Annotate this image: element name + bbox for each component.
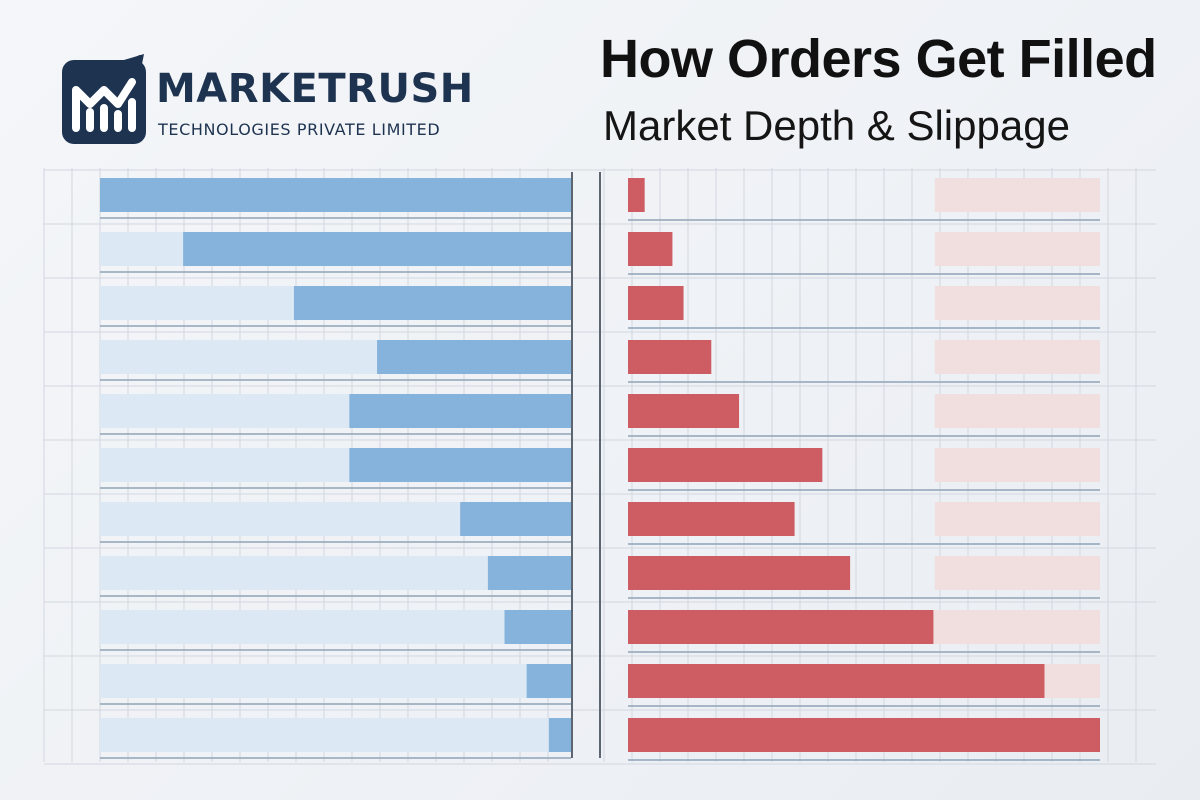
mr-monogram-rising-arrow-icon [62,54,146,144]
ask-track [934,340,1100,374]
bid-bar [548,718,571,752]
brand-block: MARKETRUSH TECHNOLOGIES PRIVATE LIMITED [62,52,522,148]
bid-bar [377,340,571,374]
bid-bar [349,394,571,428]
ask-bar [628,718,1100,752]
bid-side [100,178,571,759]
ask-bar [628,394,740,428]
ask-track [934,502,1100,536]
brand-name: MARKETRUSH [156,66,474,112]
bid-bar [487,556,571,590]
bid-bar [100,178,571,212]
ask-bar [628,340,712,374]
ask-bar [628,178,645,212]
bid-bar [504,610,571,644]
bid-bar [526,664,571,698]
page-title: How Orders Get Filled [600,29,1157,89]
ask-track [934,394,1100,428]
ask-side [628,178,1100,761]
ask-bar [628,664,1045,698]
bid-bar [293,286,571,320]
bid-bar [460,502,571,536]
ask-bar [628,232,673,266]
ask-bar [628,448,823,482]
ask-bar [628,502,795,536]
ask-bar [628,610,934,644]
bid-bar [183,232,571,266]
bid-track [100,664,571,698]
brand-subtitle: TECHNOLOGIES PRIVATE LIMITED [158,120,441,139]
ask-track [934,232,1100,266]
ask-bar [628,286,684,320]
ask-track [934,178,1100,212]
bid-bar [349,448,571,482]
ask-bar [628,556,851,590]
bid-track [100,718,571,752]
ask-track [934,448,1100,482]
ask-track [930,610,1100,644]
bid-track [100,610,571,644]
page-subtitle: Market Depth & Slippage [603,102,1070,149]
ask-track [934,286,1100,320]
ask-track [934,556,1100,590]
